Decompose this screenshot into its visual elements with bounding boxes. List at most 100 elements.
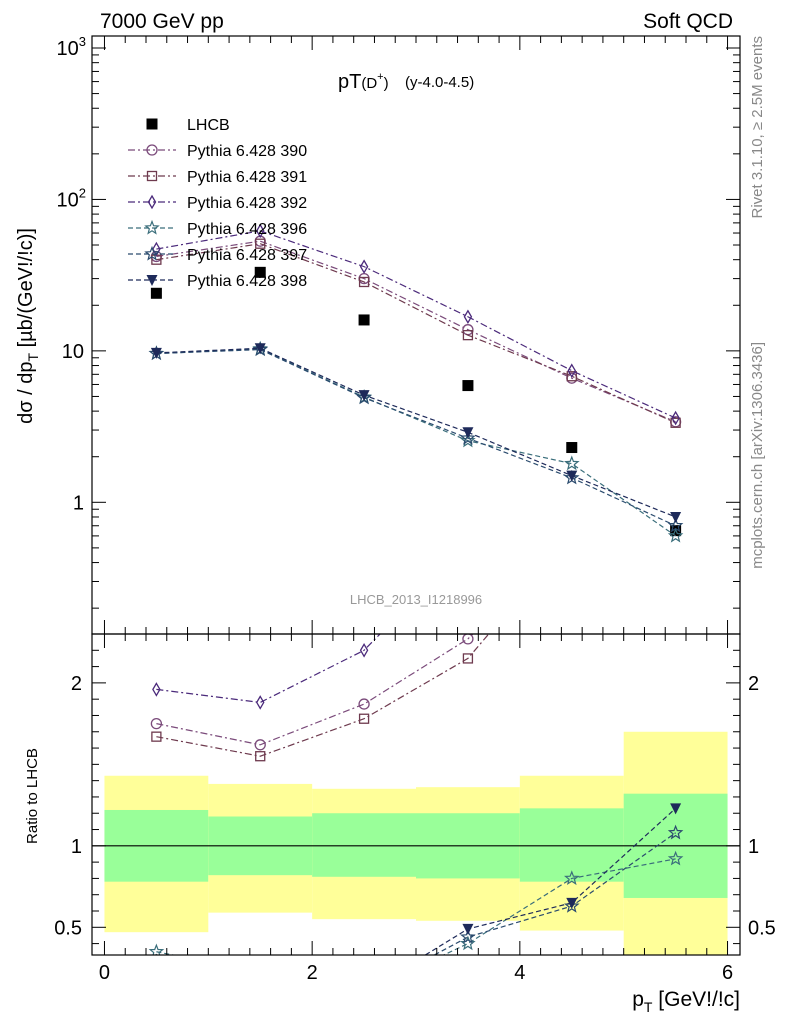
ratio-series-2 — [152, 481, 575, 710]
ratio-line — [156, 634, 381, 704]
data-point — [462, 427, 474, 439]
series-2 — [151, 238, 681, 428]
data-point — [255, 238, 266, 249]
ratio-point — [359, 643, 369, 658]
data-point — [667, 527, 684, 543]
legend-entry: LHCB — [146, 117, 230, 134]
series-1 — [150, 235, 682, 428]
ratio-point — [462, 634, 474, 645]
ratio-point — [462, 653, 474, 664]
ratio-point — [567, 531, 577, 541]
legend-marker — [146, 275, 158, 286]
series-6 — [150, 343, 682, 523]
data-point — [566, 371, 577, 382]
series-line — [156, 240, 676, 423]
ratio-point — [151, 731, 162, 742]
data-point — [566, 470, 578, 482]
legend-label: Pythia 6.428 398 — [187, 273, 307, 290]
ratio-point — [667, 824, 684, 840]
ratio-ylabel: Ratio to LHCB — [24, 748, 41, 844]
ratio-point — [358, 713, 370, 724]
data-point — [667, 517, 684, 533]
plot-title-rest: (y-4.0-4.5) — [405, 74, 474, 91]
data-point — [566, 442, 578, 454]
data-point — [358, 390, 370, 402]
data-point — [671, 410, 680, 426]
ratio-line — [156, 634, 490, 757]
ratio-point — [462, 923, 474, 935]
ratio-ytick-label: 1 — [71, 836, 82, 858]
legend-marker — [147, 194, 157, 210]
series-line — [156, 230, 676, 419]
series-line — [156, 243, 676, 424]
series-0 — [150, 266, 682, 537]
top-panel: 1 10 102 103 pT(D+) (y-4.0-4.5) dσ / dpT [µ… — [15, 34, 741, 635]
data-point — [463, 309, 473, 325]
x-tick-label: 0 — [99, 962, 110, 984]
rivet-label: Rivet 3.1.10, ≥ 2.5M events — [749, 36, 766, 219]
legend-label: Pythia 6.428 397 — [187, 247, 307, 264]
ratio-line — [156, 634, 474, 746]
data-point — [254, 266, 266, 278]
data-point — [460, 430, 476, 445]
top-ytick-label: 103 — [57, 34, 86, 60]
header-right: Soft QCD — [643, 10, 733, 33]
data-point — [254, 343, 266, 355]
series-5 — [148, 341, 684, 533]
legend-entry: Pythia 6.428 391 — [128, 169, 307, 186]
ratio-point — [460, 935, 476, 951]
legend-entry: Pythia 6.428 397 — [128, 245, 307, 264]
top-ytick-label: 102 — [57, 185, 86, 211]
ratio-ytick-label-right: 2 — [748, 673, 759, 695]
data-point — [255, 223, 265, 239]
data-point — [152, 241, 161, 257]
legend-entry: Pythia 6.428 398 — [128, 273, 307, 290]
legend-label: Pythia 6.428 390 — [187, 143, 307, 160]
ratio-point — [566, 897, 578, 909]
x-axis-label: pT [GeV!/!c] — [632, 988, 740, 1015]
ratio-point — [358, 986, 370, 998]
ratio-point — [255, 695, 265, 710]
legend-entry: Pythia 6.428 396 — [128, 219, 307, 238]
data-point — [358, 314, 370, 326]
ratio-point — [358, 986, 370, 998]
ratio-point — [152, 682, 161, 697]
data-point — [150, 287, 162, 299]
data-point — [670, 511, 682, 523]
ratio-series-0 — [150, 531, 577, 751]
x-tick-label: 4 — [514, 962, 525, 984]
ratio-series-5 — [359, 803, 682, 998]
legend-entry: Pythia 6.428 392 — [128, 194, 307, 212]
ratio-point — [254, 739, 266, 751]
legend-marker — [146, 144, 158, 156]
ratio-line — [424, 807, 677, 955]
ratio-ytick-label-right: 0.5 — [748, 917, 776, 939]
legend-label: LHCB — [187, 117, 230, 134]
ratio-point — [670, 803, 682, 815]
ratio-point — [464, 538, 471, 550]
ratio-series-1 — [151, 634, 490, 762]
header-left: 7000 GeV pp — [100, 10, 224, 33]
data-point — [359, 259, 369, 274]
bottom-panel: 0 2 4 6 0.5 0.5 1 1 2 2 Ratio to LHCB pT [GeV!/!c… — [24, 481, 776, 1015]
legend-marker — [146, 170, 158, 182]
ratio-point — [255, 751, 266, 762]
series-line — [156, 348, 676, 527]
mcplots-label: mcplots.cern.ch [arXiv:1306.3436] — [749, 342, 766, 569]
legend-label: Pythia 6.428 392 — [187, 195, 307, 212]
x-tick-label: 2 — [307, 962, 318, 984]
legend: LHCB Pythia 6.428 390 Pythia 6.428 391 Pyth… — [128, 117, 307, 290]
top-ytick-label: 1 — [73, 492, 84, 514]
ratio-point — [568, 481, 575, 493]
data-point — [670, 417, 681, 428]
legend-marker — [144, 245, 160, 261]
data-point — [567, 363, 577, 378]
legend-marker — [146, 118, 158, 130]
series-4 — [148, 340, 684, 543]
ratio-point — [359, 987, 370, 998]
legend-label: Pythia 6.428 391 — [187, 169, 307, 186]
data-point — [460, 432, 476, 448]
data-point — [462, 329, 474, 341]
ratio-point — [150, 717, 163, 730]
top-ylabel: dσ / dpT [µb/(GeV!/!c)] — [15, 228, 41, 424]
